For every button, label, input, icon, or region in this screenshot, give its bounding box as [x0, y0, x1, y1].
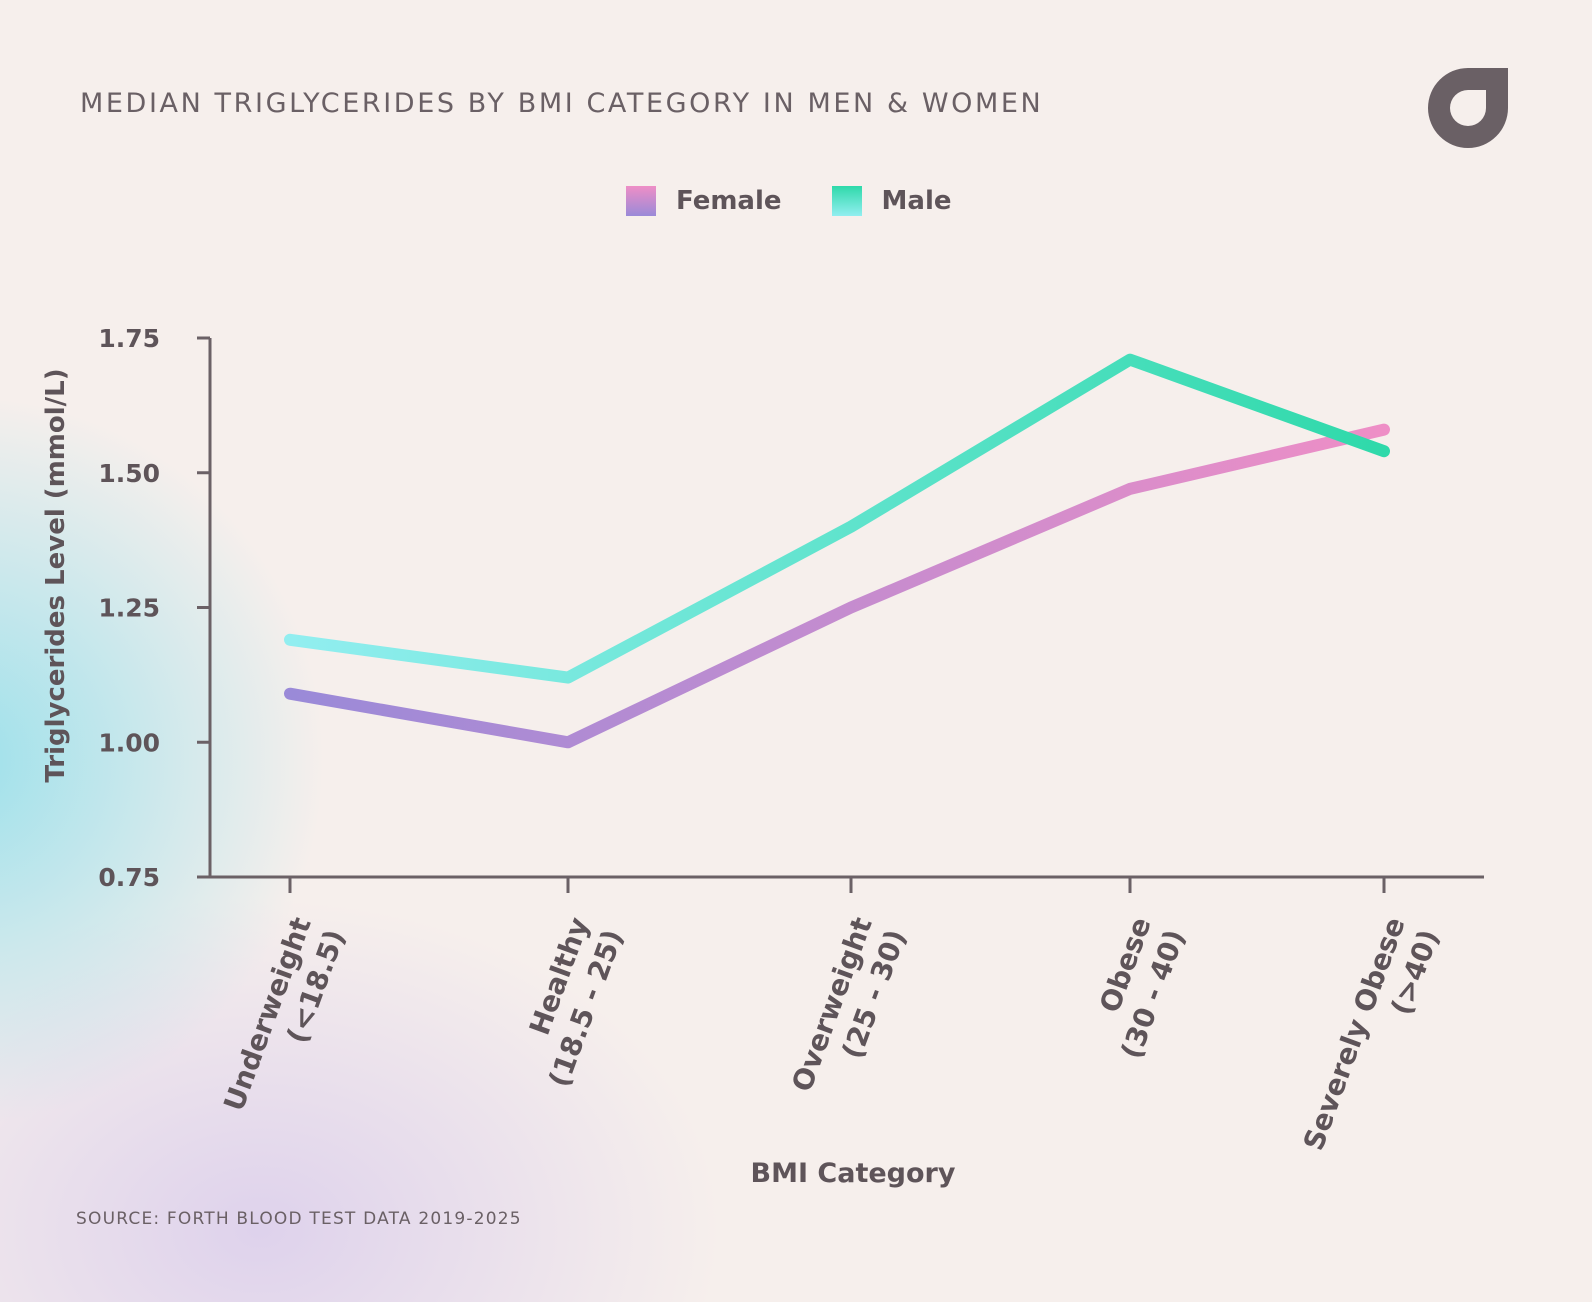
y-axis-label: Triglycerides Level (mmol/L) [41, 368, 71, 782]
x-tick-label: Healthy(18.5 - 25) [523, 913, 630, 1091]
y-tick-label: 1.75 [98, 324, 160, 353]
x-axis-label: BMI Category [751, 1158, 956, 1189]
female-data-point [1124, 483, 1136, 495]
forth-logo-icon [1428, 68, 1508, 148]
x-tick-label: Obese(30 - 40) [1093, 913, 1192, 1063]
x-tick-label: Severely Obese(>40) [1297, 913, 1446, 1155]
y-tick-label: 1.00 [98, 728, 160, 757]
male-data-point [562, 672, 574, 684]
y-tick-label: 1.50 [98, 459, 160, 488]
y-tick-label: 0.75 [98, 863, 160, 892]
x-tick-label: Underweight(<18.5) [217, 913, 351, 1115]
male-data-point [845, 521, 857, 533]
male-series-line [284, 353, 1390, 684]
legend-item-male: Male [831, 186, 952, 216]
y-tick-label: 1.25 [98, 594, 160, 623]
female-data-point [1378, 424, 1390, 436]
x-tick-label-line: Severely Obese [1297, 913, 1412, 1155]
chart-title: MEDIAN TRIGLYCERIDES BY BMI CATEGORY IN … [80, 88, 1044, 119]
legend-item-female: Female [626, 186, 782, 216]
legend-swatch-male [831, 186, 862, 216]
legend-swatch-female [626, 186, 656, 216]
female-series-line [284, 423, 1390, 749]
female-data-point [284, 688, 296, 700]
legend-label-male: Male [881, 186, 952, 216]
legend-label-female: Female [676, 186, 782, 216]
female-data-point [562, 736, 574, 748]
source-note: SOURCE: FORTH BLOOD TEST DATA 2019-2025 [76, 1209, 522, 1229]
male-data-point [1378, 445, 1390, 457]
x-tick-label: Overweight(25 - 30) [785, 913, 912, 1096]
male-data-point [1124, 354, 1136, 366]
male-data-point [284, 634, 296, 646]
legend: Female Male [626, 186, 952, 216]
female-data-point [845, 602, 857, 614]
